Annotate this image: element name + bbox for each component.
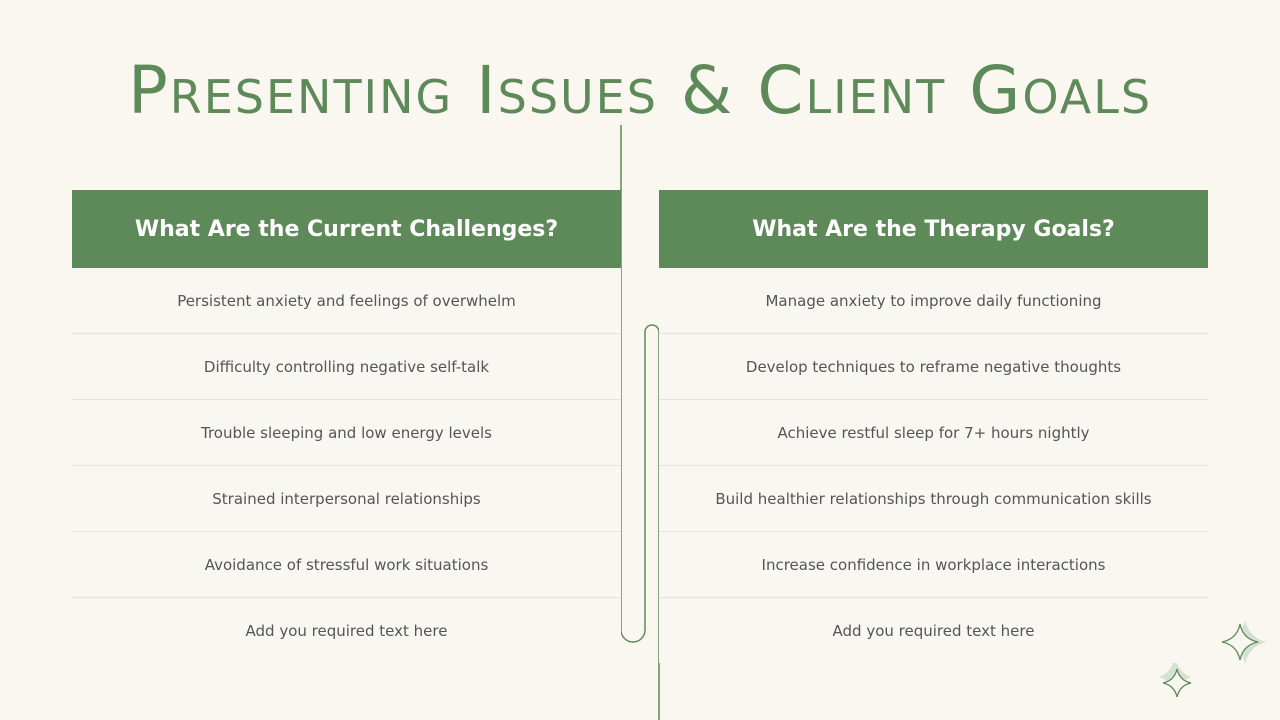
goals-column: What Are the Therapy Goals? Manage anxie…	[659, 190, 1208, 663]
list-item: Add you required text here	[72, 598, 621, 663]
list-item: Add you required text here	[659, 598, 1208, 663]
list-item: Trouble sleeping and low energy levels	[72, 400, 621, 466]
list-item: Difficulty controlling negative self-tal…	[72, 334, 621, 400]
challenges-heading: What Are the Current Challenges?	[72, 190, 621, 268]
list-item: Develop techniques to reframe negative t…	[659, 334, 1208, 400]
list-item: Achieve restful sleep for 7+ hours night…	[659, 400, 1208, 466]
sparkle-icon	[1221, 620, 1267, 664]
list-item: Avoidance of stressful work situations	[72, 532, 621, 598]
page-title: Presenting Issues & Client Goals	[127, 52, 1153, 129]
list-item: Persistent anxiety and feelings of overw…	[72, 268, 621, 334]
goals-heading: What Are the Therapy Goals?	[659, 190, 1208, 268]
list-item: Increase confidence in workplace interac…	[659, 532, 1208, 598]
sparkle-icon	[1159, 657, 1192, 698]
list-item: Build healthier relationships through co…	[659, 466, 1208, 532]
challenges-column: What Are the Current Challenges? Persist…	[72, 190, 621, 663]
list-item: Manage anxiety to improve daily function…	[659, 268, 1208, 334]
list-item: Strained interpersonal relationships	[72, 466, 621, 532]
